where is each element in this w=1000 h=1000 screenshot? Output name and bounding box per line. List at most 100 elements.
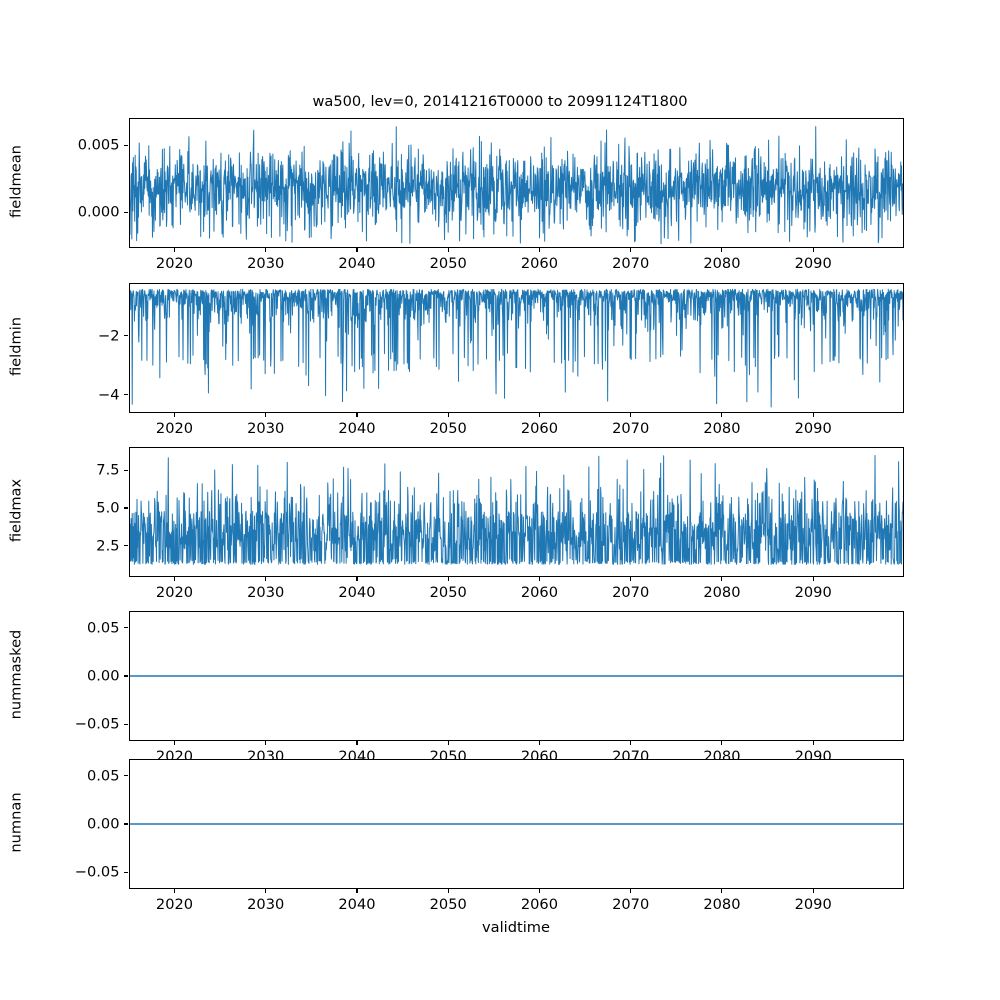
xtick-label: 2060	[520, 583, 559, 601]
xtick-mark	[721, 248, 723, 253]
ytick-mark	[124, 871, 129, 873]
xtick-label: 2080	[703, 583, 741, 601]
xtick-mark	[630, 889, 632, 894]
xtick-label: 2070	[612, 254, 650, 272]
ytick-label: 0.000	[77, 203, 120, 221]
ytick-label: 0.05	[87, 619, 120, 637]
xtick-label: 2020	[155, 895, 194, 913]
xtick-label: 2090	[794, 583, 832, 601]
ytick-mark	[124, 627, 129, 629]
xtick-mark	[265, 889, 267, 894]
ytick-label: 0.00	[87, 667, 120, 685]
xtick-mark	[356, 248, 358, 253]
xtick-label: 2040	[338, 254, 376, 272]
ytick-mark	[124, 469, 129, 471]
xtick-mark	[812, 889, 814, 894]
xtick-label: 2030	[247, 583, 285, 601]
xtick-mark	[447, 577, 449, 582]
xtick-mark	[173, 248, 176, 253]
xtick-label: 2080	[703, 419, 741, 437]
xtick-mark	[447, 413, 449, 418]
xtick-mark	[721, 889, 723, 894]
xtick-mark	[538, 741, 540, 746]
xtick-mark	[447, 889, 449, 894]
xtick-label: 2080	[703, 254, 741, 272]
ylabel-numnan: numnan	[7, 792, 24, 853]
xtick-label: 2070	[612, 583, 650, 601]
ytick-label: 7.5	[96, 461, 120, 479]
plot-canvas-fieldmean	[129, 126, 903, 245]
subplot-fieldmin	[128, 283, 904, 413]
xtick-mark	[173, 741, 176, 746]
data-line-fieldmean	[129, 126, 903, 245]
xtick-label: 2020	[155, 254, 194, 272]
xtick-mark	[173, 577, 176, 582]
xtick-label: 2020	[155, 583, 194, 601]
xtick-mark	[356, 741, 358, 746]
subplot-nummasked	[128, 611, 904, 741]
ytick-mark	[124, 211, 129, 214]
ytick-label: −4	[97, 386, 120, 404]
xtick-label: 2070	[612, 419, 650, 437]
xtick-mark	[538, 248, 540, 253]
xtick-mark	[630, 413, 632, 418]
ytick-label: −0.05	[74, 863, 120, 881]
xtick-mark	[265, 248, 267, 253]
xtick-label: 2030	[247, 895, 285, 913]
xtick-label: 2050	[429, 583, 467, 601]
ytick-mark	[124, 675, 129, 677]
xtick-label: 2090	[794, 895, 832, 913]
xtick-mark	[265, 741, 267, 746]
xtick-mark	[812, 413, 814, 418]
ytick-label: −0.05	[74, 715, 120, 733]
ytick-label: 0.005	[77, 136, 120, 154]
plot-canvas-numnan	[129, 823, 903, 825]
xtick-label: 2080	[703, 895, 741, 913]
ytick-label: 0.00	[87, 815, 120, 833]
xtick-mark	[812, 248, 814, 253]
xtick-mark	[538, 889, 540, 894]
xtick-mark	[538, 577, 540, 582]
figure-title: wa500, lev=0, 20141216T0000 to 20991124T…	[312, 93, 688, 110]
ylabel-fieldmax: fieldmax	[7, 478, 24, 543]
ytick-mark	[124, 335, 129, 337]
ytick-mark	[124, 723, 129, 725]
xtick-label: 2050	[429, 254, 467, 272]
xtick-mark	[630, 741, 632, 746]
xtick-mark	[356, 413, 358, 418]
plot-canvas-fieldmax	[129, 455, 903, 565]
xtick-label: 2040	[338, 419, 376, 437]
plot-canvas-fieldmin	[129, 288, 903, 408]
xtick-label: 2060	[520, 419, 559, 437]
ylabel-fieldmin: fieldmin	[7, 317, 24, 377]
xtick-label: 2090	[794, 419, 832, 437]
xtick-label: 2090	[794, 254, 832, 272]
xtick-label: 2060	[520, 895, 559, 913]
subplot-fieldmax	[128, 447, 904, 577]
xtick-mark	[630, 577, 632, 582]
ytick-mark	[124, 144, 129, 147]
ytick-label: 0.05	[87, 767, 120, 785]
xtick-mark	[265, 577, 267, 582]
xtick-mark	[721, 741, 723, 746]
subplot-fieldmean	[128, 118, 904, 248]
xtick-mark	[356, 889, 358, 894]
xtick-mark	[173, 413, 176, 418]
xtick-mark	[812, 741, 814, 746]
ytick-mark	[124, 823, 129, 825]
data-line-fieldmax	[129, 455, 903, 565]
ytick-mark	[124, 394, 129, 396]
ytick-label: 2.5	[96, 537, 120, 555]
ytick-mark	[124, 775, 129, 777]
xtick-mark	[265, 413, 267, 418]
ytick-label: −2	[97, 327, 120, 345]
xtick-mark	[447, 741, 449, 746]
xtick-mark	[447, 248, 449, 253]
xtick-label: 2060	[520, 254, 559, 272]
xlabel: validtime	[482, 919, 550, 936]
xtick-mark	[721, 577, 723, 582]
xtick-mark	[630, 248, 632, 253]
xtick-label: 2030	[247, 419, 285, 437]
data-line-fieldmin	[129, 288, 903, 408]
xtick-label: 2040	[338, 895, 376, 913]
